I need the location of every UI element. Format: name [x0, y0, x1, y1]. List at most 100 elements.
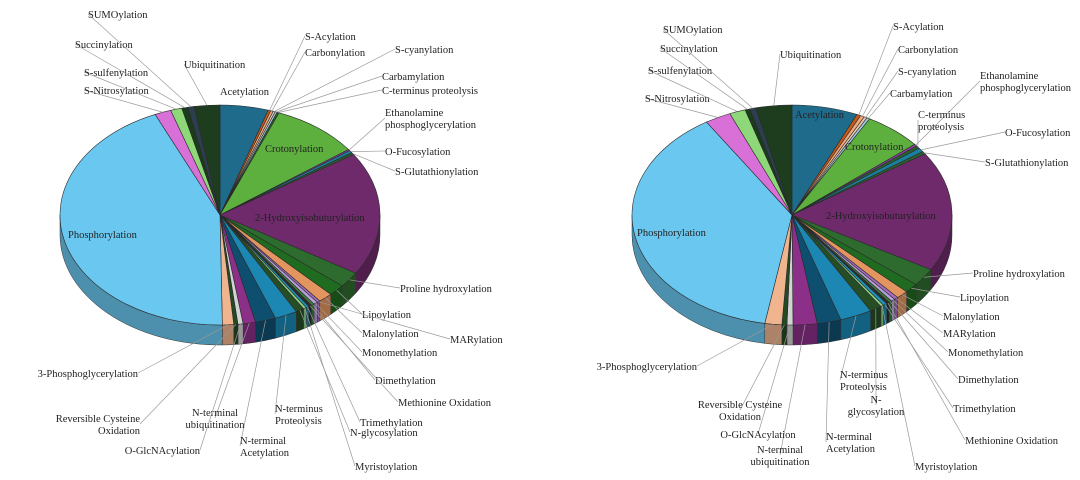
slice-label-acetylation: Acetylation [795, 110, 845, 121]
pie-slice-crotonylation [219, 112, 350, 216]
slice-label-ethanolamine-phosphoglycerylation: Ethanolamine phosphoglycerylation [385, 108, 477, 131]
pie-slices [59, 104, 381, 326]
leader-line-marylation [896, 298, 944, 334]
pie-side-o-glcnacylation [237, 323, 244, 345]
slice-label-trimethylation: Trimethylation [953, 404, 1016, 415]
leader-line-s-sulfenylation [83, 71, 177, 110]
slice-label-s-nitrosylation: S-Nitrosylation [84, 86, 149, 97]
slice-label-monomethylation: Monomethylation [362, 348, 438, 359]
slice-label-ubiquitination: Ubiquitination [780, 50, 842, 61]
pie-slice-2-hydroxyisobuturylation [791, 153, 953, 270]
slice-label-s-sulfenylation: S-sulfenylation [648, 66, 713, 77]
leader-line-s-cyanylation [274, 48, 396, 112]
leader-line-lipoylation [911, 287, 961, 298]
pie-slice-phosphorylation [631, 121, 793, 324]
leader-line-reversible-cysteine-oxidation [739, 324, 785, 411]
slice-label-n-terminal-acetylation: N-terminal Acetylation [240, 436, 290, 459]
slice-label-carbonylation: Carbonylation [898, 45, 959, 56]
slice-label-succinylation: Succinylation [75, 40, 133, 51]
leader-line-malonylation [902, 294, 944, 317]
leader-line-n-terminus-proteolysis [839, 315, 857, 381]
leader-line-monomethylation [892, 299, 949, 353]
slice-label-n-glycosylation: N-glycosylation [848, 395, 905, 418]
slice-label-s-acylation: S-Acylation [893, 22, 944, 33]
leader-line-s-nitrosylation [83, 89, 163, 113]
slice-label-reversible-cysteine-oxidation: Reversible Cysteine Oxidation [56, 414, 141, 437]
pie-side-3-phosphoglycerylation [222, 324, 235, 346]
leader-line-s-acylation [269, 35, 306, 111]
slice-label-sumoylation: SUMOylation [88, 10, 148, 21]
slice-label-trimethylation: Trimethylation [360, 418, 423, 429]
slice-label-proline-hydroxylation: Proline hydroxylation [973, 269, 1066, 280]
leader-line-dimethylation [890, 301, 959, 380]
leader-line-myristoylation [304, 308, 356, 467]
leader-line-ubiquitination [773, 53, 781, 106]
slice-label-succinylation: Succinylation [660, 44, 718, 55]
slice-label-carbamylation: Carbamylation [890, 89, 953, 100]
leader-line-malonylation [325, 297, 363, 334]
slice-label-2-hydroxyisobuturylation: 2-Hydroxyisobuturylation [255, 213, 365, 224]
slice-label-myristoylation: Myristoylation [355, 462, 418, 473]
slice-label-reversible-cysteine-oxidation: Reversible Cysteine Oxidation [698, 400, 783, 423]
slice-label-proline-hydroxylation: Proline hydroxylation [400, 284, 493, 295]
pie-labels: Acetylation S-Acylation Carbonylation S-cya… [597, 22, 1072, 473]
pie-side-n-glycosylation [296, 308, 304, 333]
slice-label-n-terminal-ubiquitination: N-terminal ubiquitination [186, 408, 246, 431]
leader-line-s-glutathionylation [923, 152, 986, 163]
slice-label-n-terminus-proteolysis: N-terminus Proteolysis [840, 370, 888, 393]
leader-line-c-terminus-proteolysis [278, 89, 383, 113]
slice-label-myristoylation: Myristoylation [915, 462, 978, 473]
leader-line-o-glcnacylation [757, 324, 791, 435]
leader-line-marylation [318, 301, 451, 340]
leader-line-3-phosphoglycerylation [137, 324, 229, 374]
leader-line-o-fucosylation [920, 131, 1006, 151]
leader-line-n-terminal-acetylation [825, 321, 830, 443]
pie-labels: Acetylation S-Acylation Carbonylation S-cya… [38, 10, 504, 473]
slice-label-s-cyanylation: S-cyanylation [898, 67, 957, 78]
slice-label-sumoylation: SUMOylation [663, 25, 723, 36]
pie-slice-2-hydroxyisobuturylation [219, 154, 381, 274]
slice-label-malonylation: Malonylation [943, 312, 1000, 323]
slice-label-lipoylation: Lipoylation [362, 310, 412, 321]
slice-label-crotonylation: Crotonylation [265, 144, 324, 155]
slice-label-ubiquitination: Ubiquitination [184, 60, 246, 71]
slice-label-n-terminal-ubiquitination: N-terminal ubiquitination [751, 445, 811, 468]
slice-label-n-terminal-acetylation: N-terminal Acetylation [826, 432, 876, 455]
leader-line-s-glutathionylation [352, 153, 396, 172]
leader-line-methionine-oxidation [887, 302, 966, 441]
slice-label-s-nitrosylation: S-Nitrosylation [645, 94, 710, 105]
slice-label-3-phosphoglycerylation: 3-Phosphoglycerylation [597, 362, 698, 373]
pie-side-walls [59, 214, 381, 346]
leader-line-s-nitrosylation [644, 97, 719, 118]
slice-label-malonylation: Malonylation [362, 329, 419, 340]
slice-label-o-fucosylation: O-Fucosylation [1005, 128, 1071, 139]
leader-line-ethanolamine-phosphoglycerylation [915, 80, 981, 146]
slice-label-dimethylation: Dimethylation [375, 376, 436, 387]
leader-line-n-terminal-acetylation [239, 320, 266, 447]
leader-line-n-terminal-ubiquitination [214, 323, 250, 419]
slice-label-carbamylation: Carbamylation [382, 72, 445, 83]
leader-line-sumoylation [662, 28, 754, 109]
slice-label-carbonylation: Carbonylation [305, 48, 366, 59]
slice-label-s-glutathionylation: S-Glutathionylation [985, 158, 1069, 169]
slice-label-methionine-oxidation: Methionine Oxidation [398, 398, 492, 409]
pie-slice-phosphorylation [59, 114, 223, 326]
leader-line-succinylation [659, 47, 748, 110]
slice-label-methionine-oxidation: Methionine Oxidation [965, 436, 1059, 447]
leader-line-o-glcnacylation [199, 323, 241, 451]
leader-line-lipoylation [336, 290, 363, 315]
leader-line-carbonylation [862, 48, 899, 117]
leader-line-carbamylation [868, 92, 891, 119]
slice-label-acetylation: Acetylation [220, 87, 270, 98]
leader-line-reversible-cysteine-oxidation [139, 324, 237, 425]
slice-label-crotonylation: Crotonylation [845, 142, 904, 153]
leader-line-trimethylation [884, 304, 954, 409]
slice-label-2-hydroxyisobuturylation: 2-Hydroxyisobuturylation [826, 211, 936, 222]
slice-label-s-cyanylation: S-cyanylation [395, 45, 454, 56]
slice-label-c-terminus-proteolysis: C-terminus proteolysis [918, 110, 965, 133]
pie-chart-left: Acetylation S-Acylation Carbonylation S-cya… [38, 10, 504, 473]
slice-label-n-terminus-proteolysis: N-terminus Proteolysis [275, 404, 323, 427]
leader-line-proline-hydroxylation [349, 279, 401, 289]
pie-side-n-terminal-ubiquitination [242, 321, 256, 345]
